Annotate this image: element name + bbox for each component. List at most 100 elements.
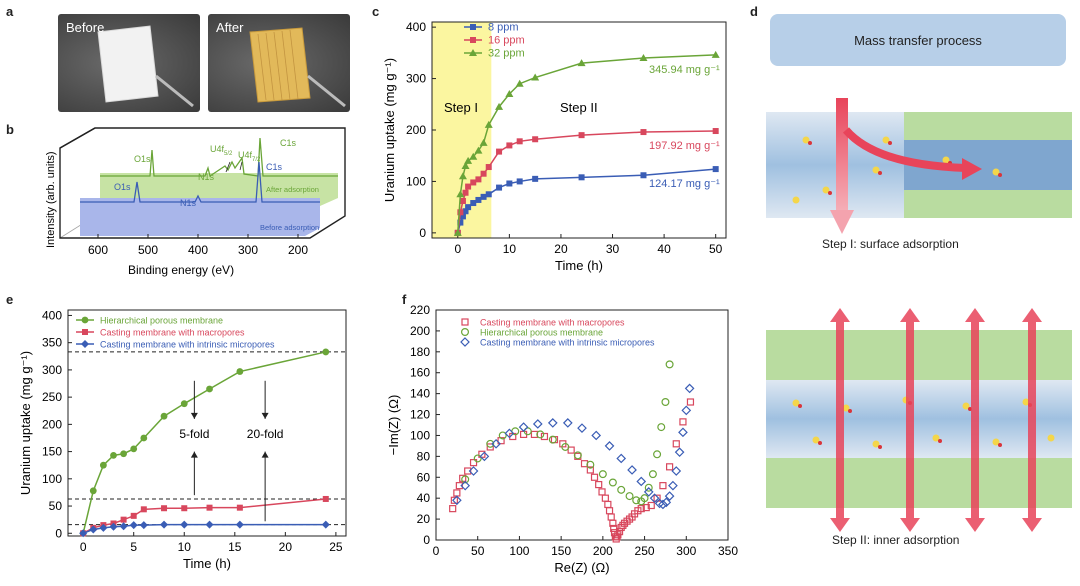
data-point <box>469 459 478 467</box>
data-point <box>640 494 649 503</box>
data-point <box>567 446 575 454</box>
xps-chart: O1s N1s U4f5/2 U4f7/2 C1s C1s After adso… <box>45 127 346 277</box>
y-tick-label: 400 <box>406 20 426 34</box>
y-tick-label: 0 <box>419 226 426 240</box>
data-point <box>506 142 513 149</box>
data-point <box>506 180 513 187</box>
legend-marker <box>469 49 477 56</box>
data-point <box>540 432 549 441</box>
x-tick-label: 10 <box>503 242 517 256</box>
y-tick-label: 200 <box>42 417 62 431</box>
xps-x-tick-label: 500 <box>138 243 158 257</box>
data-point <box>160 412 168 420</box>
data-point <box>89 525 98 534</box>
series-casting-membrane-with-macropores <box>449 398 695 543</box>
y-tick-label: 160 <box>410 366 430 380</box>
data-point <box>496 184 503 191</box>
data-point <box>129 521 138 530</box>
y-tick-label: 400 <box>42 308 62 322</box>
data-point <box>562 418 573 428</box>
data-point <box>453 228 462 236</box>
x-tick-label: 350 <box>718 544 738 558</box>
data-point <box>612 535 620 543</box>
series-line <box>82 523 326 534</box>
data-point <box>661 397 670 406</box>
data-point <box>532 136 539 143</box>
x-tick-label: 0 <box>454 242 461 256</box>
data-point <box>671 466 682 476</box>
data-point <box>616 453 627 464</box>
data-point <box>461 475 470 484</box>
step2-label: Step II <box>560 100 598 115</box>
data-point <box>109 522 118 531</box>
data-point <box>455 482 463 490</box>
peak-n1s-after: N1s <box>198 172 215 182</box>
data-point <box>139 521 148 530</box>
data-point <box>497 437 505 445</box>
series-32-ppm <box>453 50 720 236</box>
data-point <box>665 360 674 369</box>
data-point <box>321 520 330 529</box>
data-point <box>140 506 147 513</box>
data-point <box>458 172 467 180</box>
x-tick-label: 300 <box>676 544 696 558</box>
data-point <box>548 435 557 444</box>
data-point <box>449 505 457 513</box>
step1-diagram <box>766 98 1072 234</box>
data-point <box>180 400 188 408</box>
data-point <box>516 138 523 145</box>
data-point <box>140 434 148 442</box>
data-point <box>460 480 471 491</box>
after-photo: After <box>208 14 350 112</box>
x-axis-label: Time (h) <box>555 258 603 273</box>
data-point <box>322 348 330 356</box>
x-tick-label: 30 <box>606 242 620 256</box>
y-tick-label: 350 <box>42 336 62 350</box>
data-point <box>619 521 627 529</box>
data-point <box>598 488 606 496</box>
series-casting-membrane-with-intrinsic-micropores <box>452 383 695 510</box>
xps-x-tick-label: 400 <box>188 243 208 257</box>
fold5-arrow-down-head <box>190 412 198 419</box>
data-point <box>484 120 493 128</box>
y-tick-label: 60 <box>417 470 431 484</box>
fold5-arrow-up-head <box>190 451 198 458</box>
x-tick-label: 20 <box>279 540 293 554</box>
x-axis-label: Time (h) <box>183 556 231 571</box>
data-point <box>119 522 128 531</box>
end-value-label: 345.94 mg g⁻¹ <box>649 64 720 76</box>
x-tick-label: 200 <box>593 544 613 558</box>
x-tick-label: 5 <box>130 540 137 554</box>
x-tick-label: 15 <box>228 540 242 554</box>
data-point <box>452 495 462 506</box>
data-point <box>658 499 668 510</box>
data-point <box>461 162 470 169</box>
y-tick-label: 40 <box>417 491 431 505</box>
data-point <box>453 489 461 497</box>
series-hierarchical-porous-membrane <box>461 360 674 506</box>
data-point <box>479 451 490 462</box>
data-point <box>496 148 503 155</box>
data-point <box>661 497 672 508</box>
data-point <box>657 423 666 432</box>
xps-x-tick-label: 300 <box>238 243 258 257</box>
data-point <box>491 438 501 449</box>
legend-marker <box>460 328 469 337</box>
data-point <box>536 430 545 439</box>
data-point <box>639 54 648 61</box>
series-line <box>82 351 326 534</box>
plot-frame <box>435 309 729 541</box>
fold5-label: 5-fold <box>179 427 209 441</box>
data-point <box>712 166 719 173</box>
y-tick-label: 200 <box>406 123 426 137</box>
data-point <box>474 146 483 154</box>
legend-entry: Hierarchical porous membrane <box>100 316 223 326</box>
data-point <box>89 487 97 495</box>
data-point <box>498 431 507 440</box>
data-point <box>480 170 487 177</box>
legend-entry: Casting membrane with macropores <box>480 318 625 328</box>
data-point <box>322 495 329 502</box>
data-point <box>681 405 692 416</box>
y-axis-label: Uranium uptake (mg g⁻¹) <box>382 58 397 202</box>
